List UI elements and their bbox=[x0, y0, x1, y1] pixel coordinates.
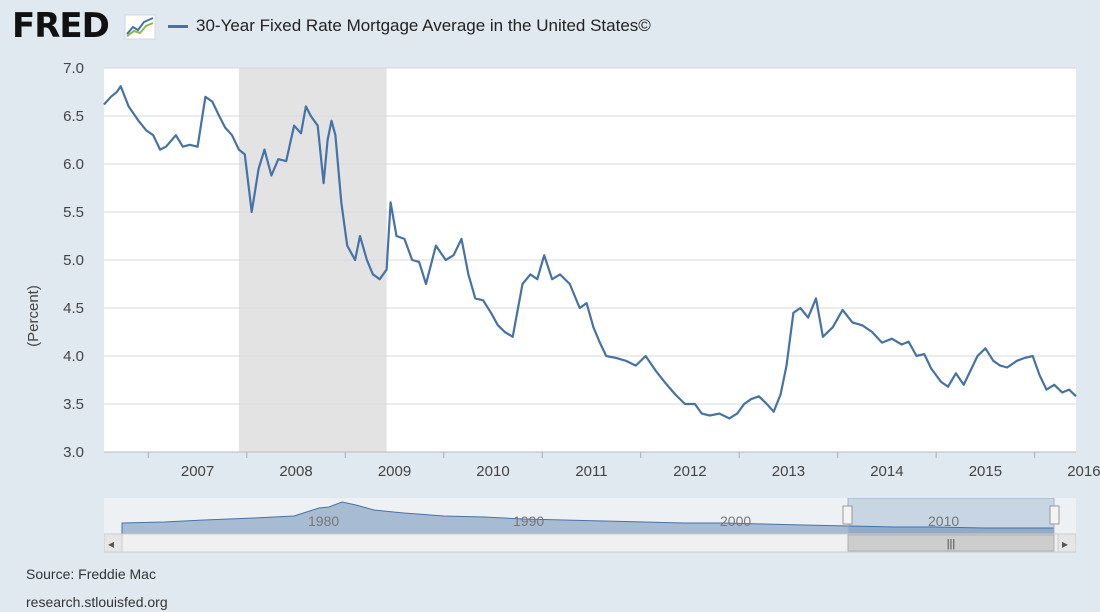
x-tick-label: 2013 bbox=[772, 463, 805, 480]
chart-legend[interactable]: 30-Year Fixed Rate Mortgage Average in t… bbox=[168, 14, 651, 38]
source-note: Source: Freddie Mac bbox=[26, 566, 156, 582]
y-tick-label: 6.5 bbox=[63, 108, 84, 125]
y-tick-label: 6.0 bbox=[63, 156, 84, 173]
navigator-scrollbar-thumb[interactable] bbox=[847, 534, 1055, 552]
x-tick-label: 2008 bbox=[279, 463, 312, 480]
mortgage-rate-chart: 3.0 3.5 4.0 4.5 5.0 5.5 6.0 6.5 7.0 2007 2008 2009… bbox=[25, 60, 1100, 480]
x-tick-label: 2014 bbox=[870, 463, 903, 480]
series-line[interactable] bbox=[103, 85, 1077, 420]
x-tick-label: 2009 bbox=[378, 463, 411, 480]
legend-swatch bbox=[168, 24, 188, 28]
y-axis-label: (Percent) bbox=[25, 285, 42, 347]
navigator-series-area bbox=[121, 501, 1055, 535]
navigator-handle-left[interactable] bbox=[842, 505, 853, 525]
x-tick-label: 2015 bbox=[969, 463, 1002, 480]
y-tick-label: 3.0 bbox=[63, 444, 84, 461]
scroll-left-arrow-icon: ◂ bbox=[108, 537, 114, 551]
y-axis-ticks: 3.0 3.5 4.0 4.5 5.0 5.5 6.0 6.5 7.0 bbox=[63, 60, 84, 461]
x-tick-label: 2016 bbox=[1067, 463, 1100, 480]
y-tick-label: 5.0 bbox=[63, 252, 84, 269]
y-tick-label: 5.5 bbox=[63, 204, 84, 221]
chart-header: FRED 30-Year Fixed Rate Mortgage Average… bbox=[0, 0, 1100, 56]
chart-line-icon bbox=[124, 14, 156, 40]
y-tick-label: 4.0 bbox=[63, 348, 84, 365]
scroll-right-arrow-icon: ▸ bbox=[1062, 537, 1068, 551]
navigator-label-2010: 2010 bbox=[928, 513, 959, 529]
navigator-handle-right[interactable] bbox=[1049, 505, 1060, 525]
navigator-scroll-left-button[interactable] bbox=[104, 533, 123, 553]
y-tick-label: 7.0 bbox=[63, 60, 84, 77]
x-tick-label: 2011 bbox=[575, 463, 607, 480]
range-navigator[interactable]: 1980 1990 2000 2010 ◂ ||| ▸ bbox=[104, 498, 1076, 554]
legend-label: 30-Year Fixed Rate Mortgage Average in t… bbox=[196, 16, 651, 35]
x-tick-label: 2012 bbox=[673, 463, 706, 480]
navigator-label-2000: 2000 bbox=[720, 513, 751, 529]
navigator-scrollbar-track[interactable] bbox=[104, 533, 1076, 553]
y-tick-label: 3.5 bbox=[63, 396, 84, 413]
x-tick-label: 2007 bbox=[181, 463, 214, 480]
scrollbar-grip-icon: ||| bbox=[947, 538, 956, 550]
navigator-scroll-right-button[interactable] bbox=[1057, 533, 1076, 553]
y-tick-label: 4.5 bbox=[63, 300, 84, 317]
navigator-label-1990: 1990 bbox=[513, 513, 544, 529]
fred-logo[interactable]: FRED bbox=[12, 6, 110, 46]
source-url[interactable]: research.stlouisfed.org bbox=[26, 594, 168, 610]
x-tick-label: 2010 bbox=[476, 463, 509, 480]
navigator-label-1980: 1980 bbox=[308, 513, 339, 529]
x-axis-ticks: 2007 2008 2009 2010 2011 2012 2013 2014 2015 2016 bbox=[104, 451, 1100, 480]
navigator-selection[interactable] bbox=[847, 498, 1055, 535]
